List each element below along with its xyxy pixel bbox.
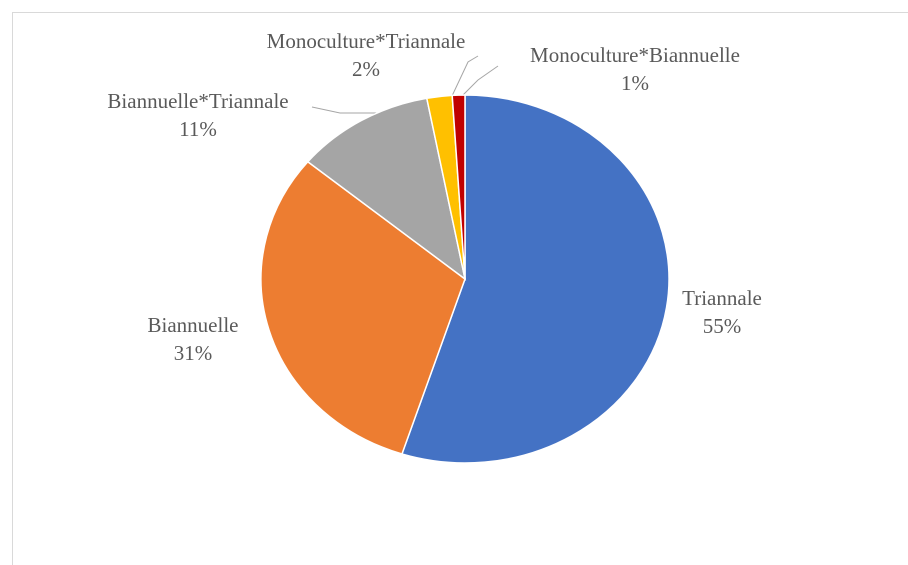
leader-line xyxy=(451,55,479,97)
slice-value-label: 55% xyxy=(703,314,742,338)
slice-label: Monoculture*Triannale xyxy=(267,29,466,53)
pie-slice xyxy=(260,160,466,455)
slice-value-label: 11% xyxy=(179,117,217,141)
slice-label: Biannuelle*Triannale xyxy=(107,89,288,113)
slice-label: Biannuelle xyxy=(148,313,239,337)
slice-value-label: 2% xyxy=(352,57,380,81)
slice-label: Monoculture*Biannuelle xyxy=(530,43,740,67)
pie-slice xyxy=(306,97,467,281)
slice-label: Triannale xyxy=(682,286,762,310)
pie-slice xyxy=(400,94,670,464)
slice-value-label: 1% xyxy=(621,71,649,95)
leader-line xyxy=(461,65,499,97)
pie-slice xyxy=(451,94,466,280)
slice-value-label: 31% xyxy=(174,341,213,365)
